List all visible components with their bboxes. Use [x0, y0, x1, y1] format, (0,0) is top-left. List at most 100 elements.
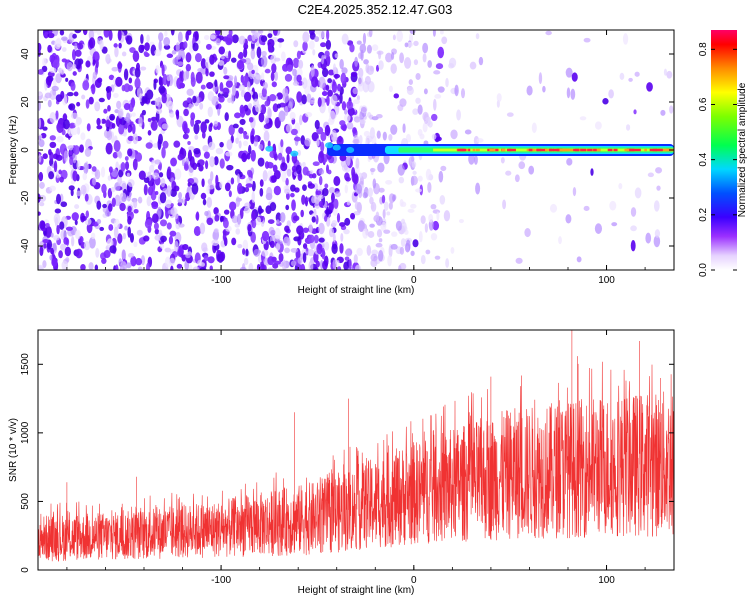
noise-blob [145, 142, 153, 149]
noise-blob [350, 71, 358, 77]
snr-panel: -100 0 100 0 500 1000 1500 Height of straight… [8, 329, 675, 596]
noise-blob [70, 180, 76, 185]
noise-blob [331, 243, 338, 255]
noise-blob [103, 108, 108, 114]
noise-blob [78, 236, 84, 244]
noise-blob [166, 75, 171, 82]
noise-blob [260, 72, 265, 81]
noise-blob [312, 161, 320, 167]
noise-blob [182, 71, 188, 81]
track-hotspot [593, 148, 597, 152]
noise-blob [241, 152, 248, 163]
noise-blob [415, 188, 422, 193]
noise-blob [91, 166, 97, 172]
noise-blob [344, 256, 350, 261]
noise-blob [209, 265, 213, 270]
noise-blob [594, 121, 602, 130]
noise-blob [438, 170, 444, 183]
noise-blob [88, 37, 96, 49]
noise-blob [318, 76, 326, 89]
noise-blob [123, 102, 131, 111]
noise-blob [336, 136, 344, 146]
noise-blob [469, 61, 477, 70]
track-hotspot [508, 148, 516, 152]
noise-blob [437, 86, 445, 93]
noise-blob [54, 208, 62, 214]
noise-blob [261, 50, 267, 57]
noise-blob [300, 263, 306, 270]
snr-x-tick-label: 0 [411, 575, 417, 586]
noise-blob [255, 216, 262, 226]
spectrogram-panel: -100 0 100 -40 -20 0 20 40 Height of straight … [8, 29, 675, 296]
noise-blob [235, 137, 239, 144]
noise-blob [160, 235, 167, 243]
noise-blob [353, 116, 361, 123]
noise-blob [60, 90, 65, 100]
spectrogram-y-axis-label: Frequency (Hz) [8, 116, 19, 185]
noise-blob [297, 257, 303, 265]
noise-blob [248, 144, 252, 155]
noise-blob [237, 182, 243, 195]
noise-blob [141, 109, 147, 116]
noise-blob [412, 239, 419, 248]
noise-blob [625, 124, 631, 131]
noise-blob [213, 207, 219, 215]
noise-blob [124, 161, 130, 171]
noise-blob [370, 258, 378, 268]
noise-blob [352, 138, 360, 145]
noise-blob [647, 172, 654, 178]
noise-blob [130, 121, 134, 126]
noise-blob [47, 99, 52, 108]
noise-blob [333, 198, 339, 209]
noise-blob [260, 55, 268, 68]
noise-blob [630, 207, 637, 217]
noise-blob [169, 112, 175, 118]
track-hotspot [468, 148, 471, 152]
snr-x-ticks: -100 0 100 [66, 330, 646, 586]
noise-blob [236, 60, 244, 70]
noise-blob [609, 200, 617, 211]
noise-blob [423, 88, 428, 95]
noise-blob [69, 155, 74, 166]
noise-blob [212, 231, 216, 240]
noise-blob [129, 47, 136, 53]
noise-blob [65, 77, 69, 82]
colorbar: 0.0 0.2 0.4 0.6 0.8 Normalized spectral ampl… [698, 30, 748, 277]
noise-blob [171, 50, 177, 55]
noise-blob [476, 138, 484, 143]
track-hotspot [548, 148, 555, 152]
noise-blob [82, 80, 90, 91]
noise-blob [630, 225, 637, 232]
noise-blob [68, 146, 74, 151]
noise-blob [85, 99, 90, 109]
noise-blob [301, 94, 307, 105]
noise-blob [164, 247, 172, 253]
noise-blob [526, 85, 533, 96]
noise-blob [222, 218, 229, 229]
noise-blob [324, 183, 329, 189]
noise-blob [454, 84, 459, 97]
noise-blob [297, 172, 303, 181]
noise-blob [311, 216, 316, 223]
noise-blob [382, 131, 387, 141]
noise-blob [248, 262, 254, 270]
noise-blob [215, 147, 224, 155]
noise-blob [45, 222, 50, 228]
noise-blob [266, 186, 273, 199]
noise-blob [315, 190, 322, 196]
noise-blob [290, 128, 298, 136]
noise-blob [225, 151, 233, 157]
noise-blob [76, 190, 82, 197]
noise-blob [156, 108, 163, 115]
noise-blob [390, 243, 398, 250]
noise-blob [475, 182, 481, 195]
noise-blob [328, 227, 335, 238]
noise-blob [203, 151, 210, 159]
noise-blob [39, 220, 46, 230]
noise-blob [417, 128, 423, 137]
noise-blob [345, 247, 353, 257]
noise-blob [340, 72, 347, 85]
noise-blob [38, 117, 42, 129]
noise-blob [116, 100, 122, 110]
noise-blob [344, 113, 351, 123]
